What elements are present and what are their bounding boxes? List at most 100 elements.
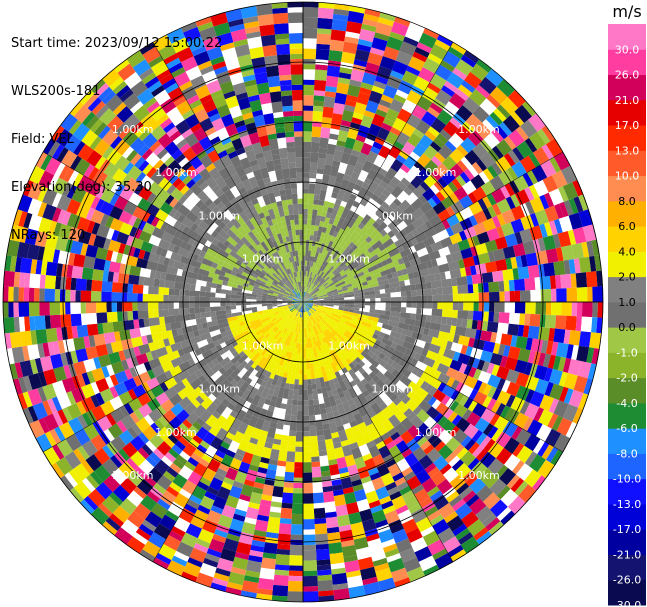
gate-cell bbox=[532, 239, 541, 253]
gate-cell bbox=[290, 58, 303, 65]
gate-cell bbox=[331, 313, 342, 319]
gate-cell bbox=[153, 309, 159, 318]
gate-cell bbox=[491, 388, 502, 401]
gate-cell bbox=[248, 554, 263, 563]
gate-cell bbox=[284, 471, 295, 483]
gate-cell bbox=[375, 172, 385, 181]
gate-cell bbox=[268, 332, 277, 343]
gate-cell bbox=[150, 422, 161, 434]
gate-cell bbox=[216, 241, 228, 252]
gate-cell bbox=[299, 298, 303, 302]
gate-cell bbox=[388, 335, 395, 342]
gate-cell bbox=[226, 228, 238, 240]
gate-cell bbox=[307, 304, 317, 312]
gate-cell bbox=[352, 200, 360, 208]
gate-cell bbox=[280, 287, 286, 292]
gate-cell bbox=[218, 193, 231, 206]
gate-cell bbox=[435, 191, 446, 202]
gate-cell bbox=[241, 295, 247, 300]
gate-cell bbox=[300, 291, 302, 298]
gate-cell bbox=[247, 366, 255, 374]
gate-cell bbox=[353, 488, 367, 502]
gate-cell bbox=[113, 381, 128, 396]
gate-cell bbox=[178, 232, 192, 244]
gate-cell bbox=[443, 511, 459, 524]
gate-cell bbox=[294, 295, 303, 302]
gate-cell bbox=[321, 319, 330, 328]
gate-cell bbox=[97, 323, 104, 335]
gate-cell bbox=[173, 288, 180, 296]
gate-cell bbox=[195, 234, 208, 246]
gate-cell bbox=[132, 302, 138, 311]
gate-cell bbox=[164, 437, 175, 449]
gate-cell bbox=[286, 199, 293, 205]
gate-cell bbox=[255, 252, 262, 259]
gate-cell bbox=[327, 390, 334, 397]
gate-cell bbox=[423, 416, 438, 431]
gate-cell bbox=[288, 430, 297, 437]
gate-cell bbox=[167, 243, 176, 252]
gate-cell bbox=[158, 316, 166, 325]
gate-cell bbox=[18, 316, 26, 332]
gate-cell bbox=[467, 337, 476, 348]
gate-cell bbox=[146, 397, 161, 412]
gate-cell bbox=[155, 246, 163, 256]
gate-cell bbox=[563, 372, 578, 390]
gate-cell bbox=[285, 317, 290, 323]
gate-cell bbox=[306, 337, 311, 349]
gate-cell bbox=[383, 370, 396, 382]
gate-cell bbox=[397, 257, 405, 265]
gate-cell bbox=[411, 295, 422, 302]
gate-cell bbox=[441, 170, 456, 185]
gate-cell bbox=[344, 296, 355, 300]
gate-cell bbox=[276, 283, 287, 291]
gate-cell bbox=[496, 226, 505, 239]
gate-cell bbox=[281, 199, 289, 211]
gate-cell bbox=[327, 289, 338, 295]
gate-cell bbox=[314, 268, 318, 274]
gate-cell bbox=[328, 202, 335, 209]
gate-cell bbox=[545, 248, 559, 264]
gate-cell bbox=[378, 314, 390, 321]
gate-cell bbox=[331, 112, 343, 125]
gate-cell bbox=[334, 398, 342, 406]
gate-cell bbox=[289, 43, 303, 49]
gate-cell bbox=[367, 264, 379, 273]
gate-cell bbox=[202, 185, 216, 199]
gate-cell bbox=[248, 317, 255, 323]
gate-cell bbox=[275, 38, 290, 45]
gate-cell bbox=[281, 338, 287, 345]
gate-cell bbox=[431, 155, 442, 167]
gate-cell bbox=[164, 370, 174, 380]
gate-cell bbox=[354, 276, 361, 282]
gate-cell bbox=[293, 296, 303, 302]
gate-cell bbox=[125, 357, 134, 369]
gate-cell bbox=[333, 237, 340, 244]
gate-cell bbox=[303, 58, 316, 65]
gate-cell bbox=[361, 431, 374, 444]
gate-cell bbox=[214, 176, 227, 190]
gate-cell bbox=[235, 305, 242, 310]
gate-cell bbox=[119, 263, 126, 274]
gate-cell bbox=[288, 286, 293, 292]
gate-cell bbox=[412, 325, 420, 333]
gate-cell bbox=[299, 363, 303, 370]
gate-cell bbox=[56, 327, 63, 341]
gate-cell bbox=[183, 188, 194, 199]
gate-cell bbox=[316, 281, 321, 287]
gate-cell bbox=[218, 221, 227, 230]
gate-cell bbox=[251, 539, 265, 548]
gate-cell bbox=[47, 175, 59, 191]
gate-cell bbox=[159, 73, 174, 86]
gate-cell bbox=[235, 182, 245, 191]
gate-cell bbox=[118, 448, 131, 462]
gate-cell bbox=[156, 188, 171, 202]
gate-cell bbox=[224, 176, 236, 190]
gate-cell bbox=[283, 178, 292, 190]
gate-cell bbox=[76, 400, 87, 415]
gate-cell bbox=[401, 141, 416, 156]
gate-cell bbox=[172, 134, 185, 146]
gate-cell bbox=[269, 355, 275, 362]
gate-cell bbox=[284, 382, 291, 389]
gate-cell bbox=[126, 536, 146, 554]
